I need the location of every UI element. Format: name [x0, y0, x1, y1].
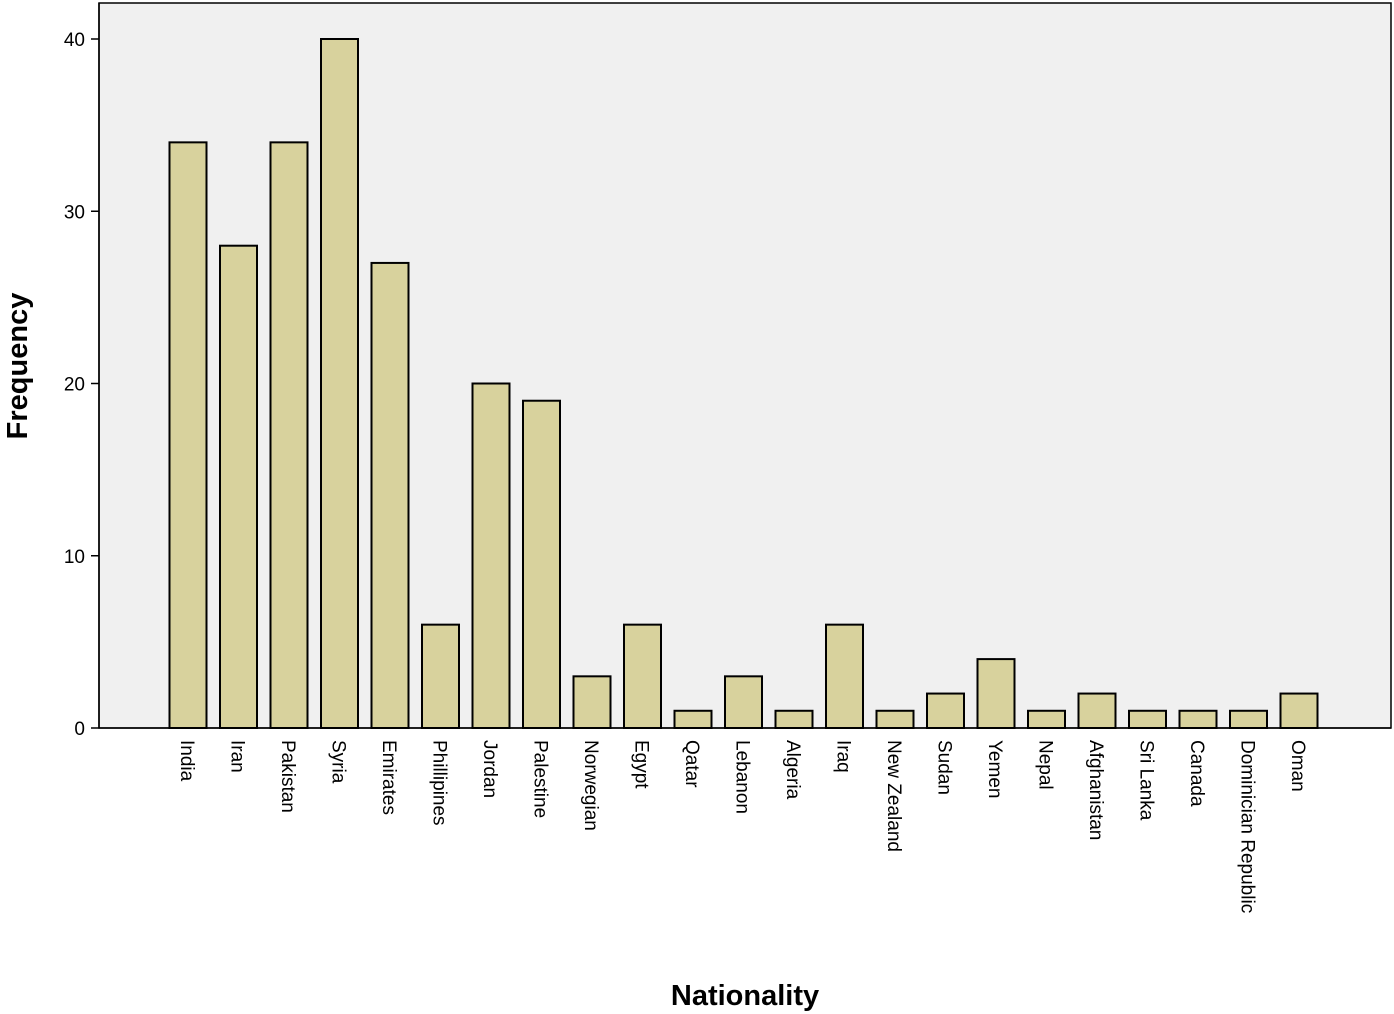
x-category-label: Afghanistan — [1085, 740, 1106, 840]
x-category-label: Sudan — [934, 740, 955, 795]
x-category-label: Nepal — [1035, 740, 1056, 790]
y-tick-label: 10 — [64, 547, 85, 568]
bar-emirates — [370, 261, 410, 729]
x-category-label: Lebanon — [732, 740, 753, 814]
bar-egypt — [623, 623, 662, 730]
y-axis-title: Frequency — [2, 293, 34, 440]
x-category-label: Emirates — [378, 740, 399, 815]
x-category-label: Iran — [227, 740, 248, 773]
bar-sri-lanka — [1128, 709, 1167, 730]
bar-india — [168, 141, 208, 730]
x-category-label: Norwegian — [580, 740, 601, 831]
bar-nepal — [1027, 709, 1066, 730]
x-category-label: Qatar — [681, 740, 702, 788]
bar-dominician-republic — [1229, 709, 1268, 730]
bar-oman — [1279, 692, 1319, 729]
x-category-label: Palestine — [530, 740, 551, 818]
y-axis: 0 10 20 30 40 — [64, 3, 1391, 740]
bar-qatar — [673, 709, 713, 730]
bar-iran — [219, 244, 258, 729]
bar-jordan — [471, 382, 511, 729]
y-tick-label: 20 — [64, 375, 85, 396]
x-axis-title: Nationality — [671, 980, 819, 1012]
bar-algeria — [774, 709, 814, 730]
x-category-label: Dominician Republic — [1237, 740, 1258, 913]
bar-yemen — [976, 658, 1016, 729]
bar-norwegian — [572, 675, 612, 730]
bar-afghanistan — [1077, 692, 1117, 729]
bar-sudan — [926, 692, 965, 729]
x-category-label: Egypt — [631, 740, 652, 789]
x-category-label: Jordan — [479, 740, 500, 798]
x-category-label: Oman — [1287, 740, 1308, 792]
y-tick-label: 40 — [64, 30, 85, 51]
x-category-label: Iraq — [833, 740, 854, 773]
x-category-label: Sri Lanka — [1136, 740, 1157, 821]
bar-phillipines — [421, 623, 460, 730]
plot-area — [98, 2, 1392, 729]
x-category-label: Canada — [1186, 740, 1207, 807]
bar-canada — [1178, 709, 1218, 730]
bars — [168, 38, 1319, 730]
bar-iraq — [825, 623, 864, 730]
x-category-label: Syria — [328, 740, 349, 784]
y-tick-label: 0 — [74, 719, 85, 740]
x-category-label: India — [176, 740, 197, 782]
x-category-label: Yemen — [984, 740, 1005, 798]
bar-lebanon — [724, 675, 763, 730]
bar-palestine — [522, 399, 561, 729]
bar-pakistan — [269, 141, 309, 730]
x-category-label: Phillipines — [429, 740, 450, 826]
x-axis-labels: India Iran Pakistan Syria Emirates Phillipine… — [176, 740, 1308, 913]
x-category-label: Algeria — [782, 740, 803, 800]
bar-new-zealand — [875, 709, 915, 730]
bar-syria — [320, 38, 359, 729]
x-category-label: Pakistan — [277, 740, 298, 813]
y-tick-label: 30 — [64, 202, 85, 223]
x-category-label: New Zealand — [883, 740, 904, 852]
